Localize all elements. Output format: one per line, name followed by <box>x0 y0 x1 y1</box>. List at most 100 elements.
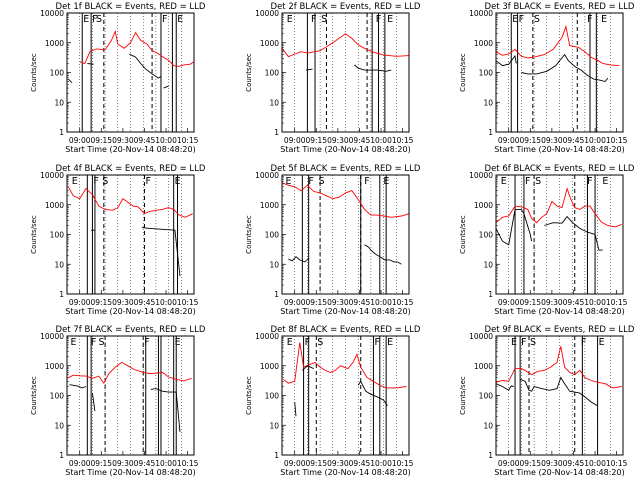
events-series-line <box>521 53 609 83</box>
x-tick-label: 10:15 <box>392 136 414 145</box>
events-series-line <box>91 393 96 412</box>
x-tick-label: 09:30 <box>327 136 349 145</box>
phase-marker-label: E <box>512 14 518 25</box>
phase-marker-label: F <box>587 176 592 187</box>
phase-marker-label: E <box>387 14 393 25</box>
x-tick-label: 10:00 <box>370 298 392 307</box>
lld-series-line <box>67 186 193 218</box>
phase-marker-label: E <box>175 337 181 348</box>
y-tick-label: 10 <box>483 98 493 107</box>
events-series-line <box>544 215 603 251</box>
x-tick-label: 09:30 <box>327 298 349 307</box>
x-tick-label: 09:30 <box>112 136 134 145</box>
events-series-line <box>495 383 514 391</box>
events-series-line <box>288 256 310 263</box>
phase-marker-label: E <box>71 337 77 348</box>
x-axis-title: Start Time (20-Nov-14 08:48:20) <box>280 307 410 316</box>
y-tick-label: 10000 <box>469 9 493 18</box>
lld-series-line <box>495 24 620 67</box>
x-axis-title: Start Time (20-Nov-14 08:48:20) <box>280 468 410 477</box>
y-axis-title: Counts/sec <box>459 53 467 92</box>
events-series-line <box>69 384 87 389</box>
events-series-line <box>306 68 313 71</box>
x-tick-label: 09:30 <box>327 459 349 468</box>
y-tick-label: 100 <box>479 69 494 78</box>
y-tick-label: 10 <box>483 260 493 269</box>
phase-marker-label: S <box>319 176 325 187</box>
phase-marker-label: E <box>599 337 605 348</box>
x-tick-label: 10:00 <box>155 459 177 468</box>
x-axis-title: Start Time (20-Nov-14 08:48:20) <box>65 307 195 316</box>
x-tick-label: 09:30 <box>541 459 563 468</box>
x-tick-label: 10:15 <box>392 298 414 307</box>
phase-marker-label: E <box>601 14 607 25</box>
x-tick-label: 10:00 <box>370 136 392 145</box>
y-tick-label: 100 <box>50 231 65 240</box>
phase-marker-label: E <box>602 176 608 187</box>
phase-marker-label: F <box>92 14 97 25</box>
x-tick-label: 09:45 <box>563 136 585 145</box>
x-tick-label: 09:45 <box>134 459 156 468</box>
events-series-line <box>129 53 162 79</box>
panel-title: Det 6f BLACK = Events, RED = LLD <box>485 164 635 174</box>
panel-title: Det 7f BLACK = Events, RED = LLD <box>56 325 206 335</box>
x-tick-label: 09:00 <box>498 459 520 468</box>
x-tick-label: 09:15 <box>305 459 327 468</box>
x-tick-label: 09:00 <box>69 459 91 468</box>
x-tick-label: 09:00 <box>284 136 306 145</box>
panel-title: Det 8f BLACK = Events, RED = LLD <box>271 325 421 335</box>
phase-marker-label: F <box>587 14 592 25</box>
phase-marker-label: F <box>521 337 526 348</box>
y-tick-label: 1000 <box>45 39 64 48</box>
phase-marker-label: S <box>102 176 108 187</box>
x-tick-label: 09:45 <box>134 136 156 145</box>
plot-frame <box>66 174 195 295</box>
x-tick-label: 10:00 <box>584 298 606 307</box>
plot-frame <box>66 12 195 133</box>
x-tick-label: 09:45 <box>563 298 585 307</box>
y-axis-title: Counts/sec <box>30 376 38 415</box>
panel-title: Det 3f BLACK = Events, RED = LLD <box>485 2 635 12</box>
x-tick-label: 09:15 <box>90 298 112 307</box>
phase-marker-label: S <box>96 14 102 25</box>
x-tick-label: 10:15 <box>606 459 628 468</box>
chart-panel-7: Det 7f BLACK = Events, RED = LLD 09:00 09:… <box>30 325 206 477</box>
events-series-line <box>364 244 402 265</box>
y-tick-label: 100 <box>50 392 65 401</box>
y-tick-label: 100 <box>479 231 494 240</box>
phase-marker-label: S <box>317 337 323 348</box>
y-tick-label: 10000 <box>469 171 493 180</box>
y-tick-label: 1000 <box>45 362 64 371</box>
lld-series-line <box>66 361 192 385</box>
x-tick-label: 10:15 <box>606 298 628 307</box>
x-tick-label: 09:45 <box>349 136 371 145</box>
x-tick-label: 09:30 <box>541 136 563 145</box>
x-tick-label: 09:45 <box>134 298 156 307</box>
x-tick-label: 10:00 <box>584 459 606 468</box>
y-tick-label: 1 <box>59 290 64 299</box>
phase-marker-label: E <box>287 337 293 348</box>
x-axis-title: Start Time (20-Nov-14 08:48:20) <box>494 145 624 154</box>
phase-marker-label: F <box>519 14 524 25</box>
y-tick-label: 1 <box>274 290 279 299</box>
lld-series-line <box>281 182 410 218</box>
events-series-line <box>163 85 169 89</box>
events-series-line <box>141 227 181 277</box>
y-tick-label: 1 <box>488 451 493 460</box>
x-tick-label: 09:00 <box>69 298 91 307</box>
phase-marker-label: E <box>177 14 183 25</box>
y-tick-label: 100 <box>265 69 280 78</box>
x-tick-label: 10:15 <box>177 136 199 145</box>
plot-frame <box>495 174 624 295</box>
panel-title: Det 4f BLACK = Events, RED = LLD <box>56 164 206 174</box>
events-series-line <box>301 365 314 371</box>
events-series-line <box>357 380 388 407</box>
events-series-line <box>519 376 598 407</box>
y-tick-label: 1 <box>488 290 493 299</box>
events-series-line <box>354 64 392 72</box>
y-tick-label: 10000 <box>255 171 279 180</box>
